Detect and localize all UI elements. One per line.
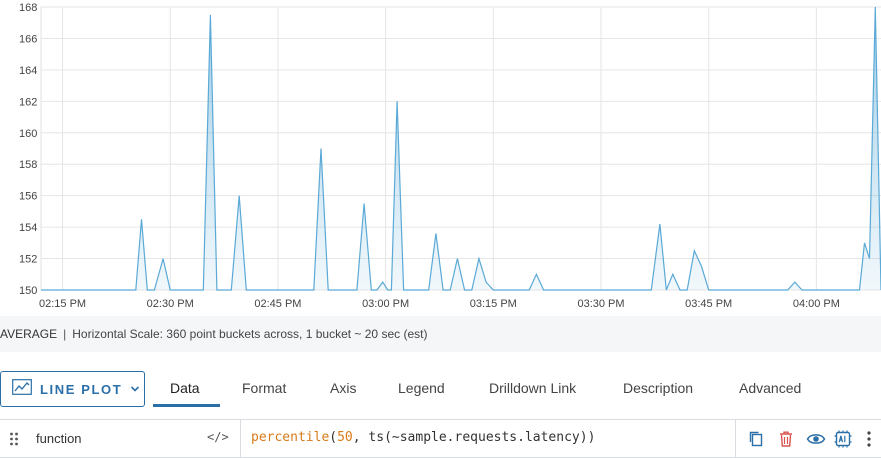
horizontal-scale-text: Horizontal Scale: 360 point buckets acro… (72, 327, 428, 341)
query-type-label: function (36, 431, 82, 446)
y-tick-label: 168 (19, 2, 37, 14)
chart-area: 168 166 164 162 160 158 156 154 152 150 02:15 PM 02… (19, 2, 881, 310)
ai-chip-icon[interactable] (833, 430, 853, 453)
query-row: function </> percentile(50, ts(~sample.r… (0, 419, 881, 458)
aggregation-label: AVERAGE (0, 327, 58, 341)
copy-icon[interactable] (748, 430, 764, 453)
eye-icon[interactable] (806, 430, 826, 453)
query-function-name: percentile (251, 430, 330, 445)
code-toggle-icon[interactable]: </> (207, 430, 229, 444)
tab-data[interactable]: Data (170, 380, 200, 396)
x-tick-label: 02:30 PM (147, 298, 194, 310)
plot-type-label: LINE PLOT (40, 381, 123, 397)
x-tick-label: 04:00 PM (793, 298, 840, 310)
editor-tabs-row: LINE PLOT Data Format Axis Legend Drilld… (0, 370, 881, 408)
y-tick-label: 164 (19, 65, 37, 77)
y-tick-label: 158 (19, 159, 37, 171)
info-separator: | (63, 327, 67, 341)
y-tick-label: 162 (19, 96, 37, 108)
tab-format[interactable]: Format (242, 380, 287, 396)
tab-advanced[interactable]: Advanced (739, 380, 802, 396)
y-tick-label: 156 (19, 191, 37, 203)
tab-description[interactable]: Description (623, 380, 694, 396)
y-tick-label: 152 (19, 254, 37, 266)
query-input[interactable]: percentile(50, ts(~sample.requests.laten… (251, 430, 595, 445)
query-actions-divider (735, 420, 736, 458)
y-tick-label: 154 (19, 222, 37, 234)
active-tab-indicator (153, 404, 220, 407)
line-chart-icon (12, 378, 32, 400)
x-tick-label: 03:45 PM (685, 298, 732, 310)
x-tick-label: 03:15 PM (470, 298, 517, 310)
y-tick-label: 160 (19, 128, 37, 140)
chevron-down-icon (130, 380, 140, 398)
query-divider (240, 420, 241, 458)
series-area-fill (41, 7, 881, 290)
trash-icon[interactable] (778, 430, 794, 453)
plot-type-dropdown[interactable]: LINE PLOT (0, 371, 145, 407)
x-tick-label: 03:00 PM (362, 298, 409, 310)
query-rest: , ts(~sample.requests.latency)) (352, 430, 596, 445)
tab-legend[interactable]: Legend (398, 380, 445, 396)
info-bar: AVERAGE | Horizontal Scale: 360 point bu… (0, 316, 881, 352)
y-tick-label: 166 (19, 33, 37, 45)
tab-axis[interactable]: Axis (330, 380, 357, 396)
query-number-arg: 50 (337, 430, 353, 445)
x-tick-label: 02:45 PM (254, 298, 301, 310)
y-tick-label: 150 (19, 285, 37, 297)
x-tick-label: 02:15 PM (39, 298, 86, 310)
tab-drilldown-link[interactable]: Drilldown Link (489, 380, 577, 396)
query-open-paren: ( (329, 430, 338, 445)
more-options-icon[interactable] (866, 430, 872, 453)
drag-handle-icon[interactable] (9, 432, 19, 451)
series-line[interactable] (41, 6, 881, 291)
x-tick-label: 03:30 PM (577, 298, 624, 310)
